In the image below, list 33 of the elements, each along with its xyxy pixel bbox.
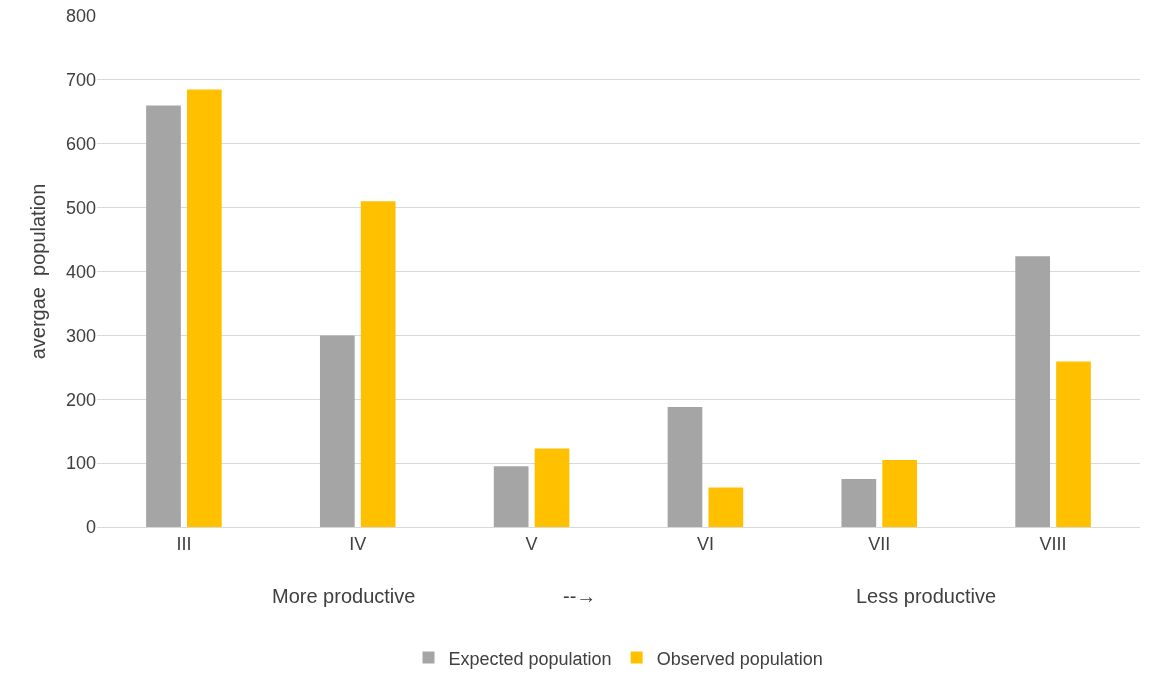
bar	[360, 201, 396, 527]
bar	[1056, 361, 1091, 527]
y-tick-label: 700	[65, 70, 96, 91]
x-tick-label: VIII	[1039, 533, 1067, 554]
y-tick-label: 500	[65, 197, 96, 218]
x-tick-label: VII	[868, 533, 891, 554]
y-tick-label: 200	[65, 389, 96, 410]
x-tick-label: V	[525, 533, 538, 554]
y-tick-label: 100	[65, 453, 96, 474]
bar	[708, 487, 744, 527]
x-tick-label: IV	[349, 533, 367, 554]
text: More productive	[272, 585, 416, 607]
bar	[493, 466, 529, 527]
bar	[667, 406, 703, 527]
bar	[319, 335, 355, 527]
bar	[841, 479, 877, 527]
bar	[186, 89, 222, 527]
bar	[882, 459, 918, 527]
bar	[146, 105, 181, 527]
y-tick-label: 800	[65, 6, 96, 27]
legend-label: Expected population	[448, 648, 612, 669]
text: --→	[563, 585, 597, 607]
bar	[1015, 256, 1051, 527]
y-axis-title: avergae population	[27, 183, 50, 360]
y-tick-label: 400	[65, 261, 96, 282]
x-tick-label: VI	[696, 533, 714, 554]
y-tick-label: 300	[65, 325, 96, 346]
text: Less productive	[856, 585, 997, 607]
y-tick-label: 600	[65, 134, 96, 155]
legend-label: Observed population	[656, 648, 823, 669]
x-tick-label: III	[176, 533, 192, 554]
y-tick-label: 0	[85, 517, 96, 538]
bar	[534, 448, 570, 527]
